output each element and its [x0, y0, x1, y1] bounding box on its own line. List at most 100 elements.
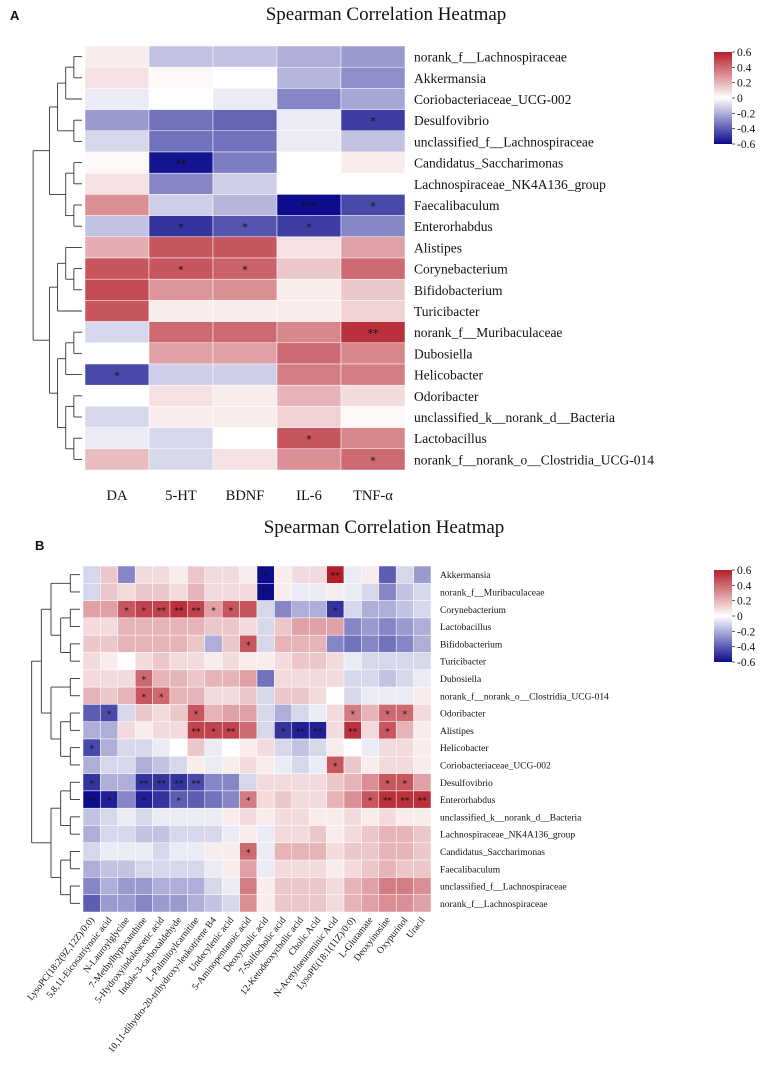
heatmap-cell [169, 859, 188, 878]
heatmap-cell [308, 894, 327, 913]
heatmap-cell [239, 686, 258, 705]
heatmap-cell [276, 45, 342, 68]
heatmap-cell [221, 704, 240, 722]
heatmap-cell [276, 109, 342, 132]
heatmap-cell [291, 583, 310, 601]
heatmap-cell [326, 669, 345, 688]
row-label: norank_f__norank_o__Clostridia_UCG-014 [440, 691, 609, 702]
significance-marker: ** [87, 797, 97, 807]
heatmap-cell [274, 825, 293, 844]
colorbar-tick-label: -0.4 [737, 124, 755, 136]
heatmap-cell [239, 669, 258, 688]
heatmap-cell [204, 877, 223, 895]
heatmap-cell [239, 825, 258, 844]
significance-marker: ** [139, 779, 149, 789]
colorbar-tick-label: 0.2 [737, 596, 752, 608]
heatmap-cell [361, 669, 380, 688]
row-label: Desulfovibrio [440, 778, 493, 789]
heatmap-cell [152, 877, 171, 895]
heatmap-cell [239, 704, 258, 722]
heatmap-cell [239, 807, 258, 826]
heatmap-cell [274, 634, 293, 653]
heatmap-cell [274, 600, 293, 619]
heatmap-cell [221, 565, 240, 584]
panel-b-letter: B [35, 538, 44, 553]
heatmap-cell [84, 45, 150, 68]
heatmap-cell [82, 669, 101, 688]
heatmap-cell [100, 894, 119, 913]
heatmap-cell [291, 600, 310, 619]
significance-marker: * [176, 797, 181, 807]
heatmap-cell [256, 721, 275, 740]
heatmap-cell [395, 756, 414, 774]
heatmap-cell [291, 894, 310, 913]
heatmap-cell [169, 704, 188, 722]
row-label: Lachnospiraceae_NK4A136_group [414, 177, 606, 192]
heatmap-cell [239, 600, 258, 619]
heatmap-cell [308, 790, 327, 809]
heatmap-cell [340, 151, 406, 174]
heatmap-cell [308, 583, 327, 601]
heatmap-cell [340, 236, 406, 259]
heatmap-cell [148, 384, 214, 407]
heatmap-cell [221, 617, 240, 636]
panel-a: A Spearman Correlation Heatmap ****** ** *… [10, 4, 755, 504]
heatmap-cell [413, 842, 432, 861]
panel-b: B Spearman Correlation Heatmap * ***** * **… [25, 517, 755, 1055]
heatmap-cell [291, 669, 310, 688]
colorbar-tick-label: 0.6 [737, 47, 752, 59]
heatmap-cell [117, 738, 136, 757]
heatmap-cell [84, 109, 150, 132]
heatmap-cell [395, 842, 414, 861]
significance-marker: ** [192, 727, 202, 737]
heatmap-cell [239, 565, 258, 584]
heatmap-cell [221, 583, 240, 601]
heatmap-cell [239, 721, 258, 740]
significance-marker: * [403, 779, 408, 789]
heatmap-cell [276, 172, 342, 195]
significance-marker: ** [176, 158, 188, 171]
heatmap-cell [343, 600, 362, 619]
heatmap-cell [343, 807, 362, 826]
heatmap-cell [134, 617, 153, 636]
heatmap-cell [152, 565, 171, 584]
row-label: Alistipes [440, 727, 474, 737]
significance-marker: * [370, 200, 376, 213]
row-label: Dubosiella [414, 346, 473, 361]
heatmap-cell [221, 807, 240, 826]
heatmap-cell [100, 583, 119, 601]
heatmap-cell [152, 634, 171, 653]
panel-a-row-labels: norank_f__Lachnospiraceae Akkermansia Cori… [414, 50, 654, 468]
heatmap-cell [134, 738, 153, 757]
heatmap-cell [343, 738, 362, 757]
heatmap-cell [134, 807, 153, 826]
heatmap-cell [276, 257, 342, 280]
heatmap-cell [378, 877, 397, 895]
heatmap-cell [82, 877, 101, 895]
heatmap-cell [378, 756, 397, 774]
heatmap-cell [395, 721, 414, 740]
significance-marker: * [211, 606, 216, 616]
heatmap-cell [274, 756, 293, 774]
significance-marker: ** [331, 572, 341, 582]
heatmap-cell [187, 877, 206, 895]
significance-marker: * [350, 710, 355, 720]
heatmap-cell [413, 704, 432, 722]
row-label: Alistipes [414, 240, 462, 255]
colorbar-tick-label: -0.6 [737, 657, 755, 669]
heatmap-cell [239, 756, 258, 774]
significance-marker: * [142, 606, 147, 616]
row-label: Lactobacillus [414, 431, 487, 446]
heatmap-cell [212, 172, 278, 195]
heatmap-cell [361, 859, 380, 878]
heatmap-cell [274, 877, 293, 895]
heatmap-cell [395, 807, 414, 826]
heatmap-cell [343, 634, 362, 653]
heatmap-cell [326, 634, 345, 653]
row-label: Turicibacter [440, 658, 487, 668]
heatmap-cell [204, 669, 223, 688]
heatmap-cell [378, 617, 397, 636]
heatmap-cell [361, 738, 380, 757]
heatmap-cell [100, 721, 119, 740]
heatmap-cell [276, 406, 342, 428]
